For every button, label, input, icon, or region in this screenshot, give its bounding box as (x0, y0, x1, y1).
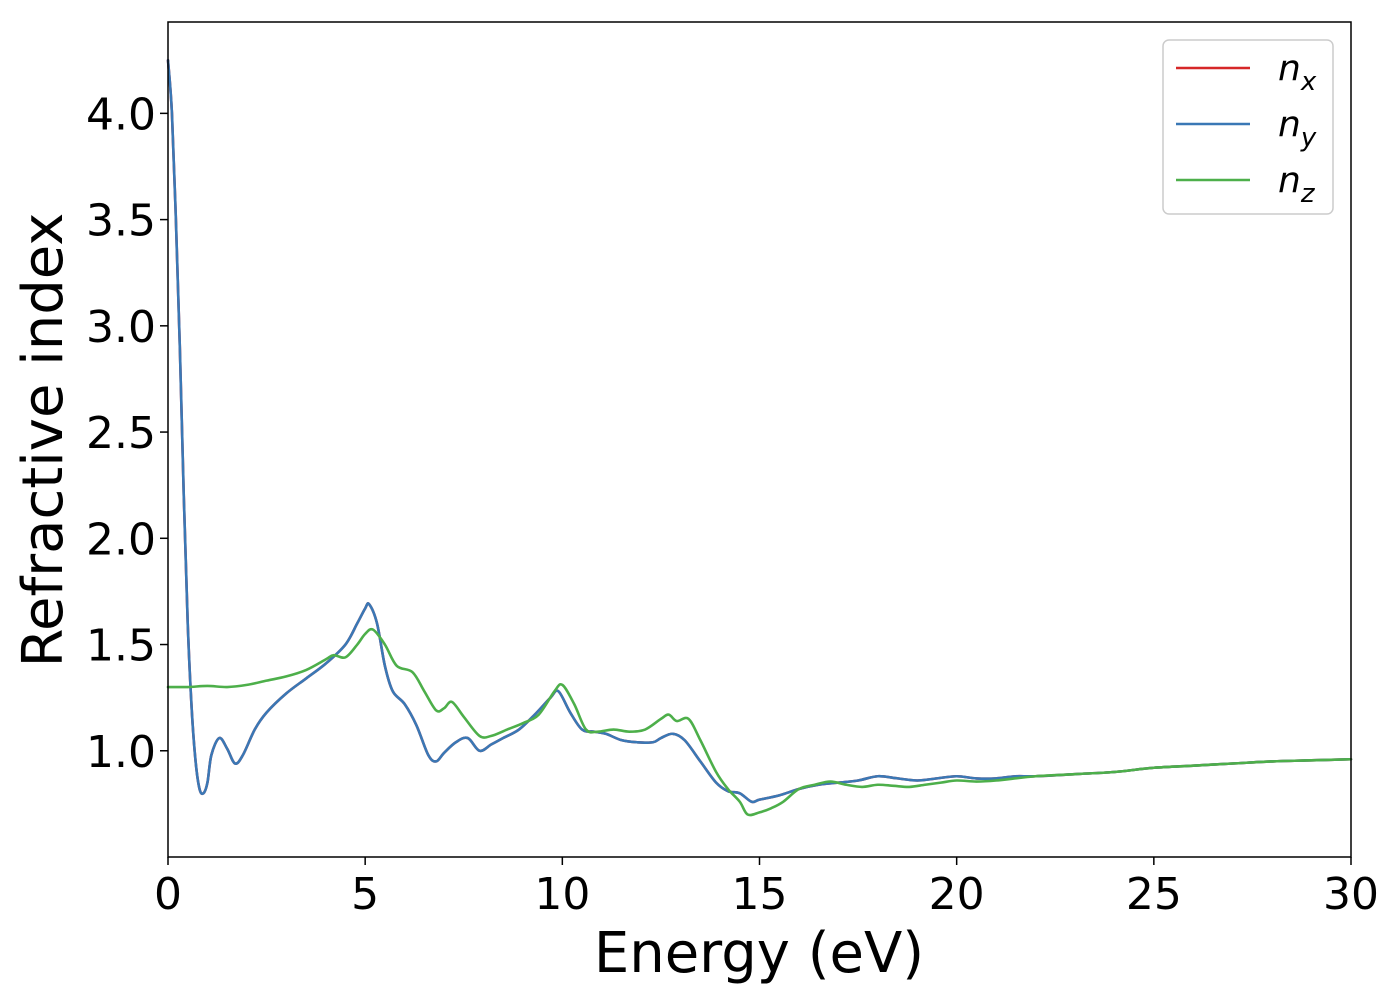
y-tick-label-3.0: 3.0 (86, 302, 156, 353)
series-layer (166, 58, 1353, 817)
y-axis-ticks: 1.0 1.5 2.0 2.5 3.0 3.5 4.0 (86, 89, 168, 778)
x-tick-label-20: 20 (929, 869, 985, 920)
x-axis-ticks: 0 5 10 15 20 25 30 (154, 857, 1379, 920)
legend-label-nz: nz (1278, 160, 1316, 209)
legend-label-ny: ny (1278, 104, 1317, 153)
x-axis-label: Energy (eV) (594, 921, 924, 986)
x-tick-label-5: 5 (351, 869, 379, 920)
y-tick-label-1.5: 1.5 (86, 621, 156, 672)
x-tick-label-10: 10 (534, 869, 590, 920)
y-tick-label-3.5: 3.5 (86, 196, 156, 247)
y-tick-label-1.0: 1.0 (86, 727, 156, 778)
legend-label-nx: nx (1278, 48, 1317, 97)
y-tick-label-2.0: 2.0 (86, 514, 156, 565)
series-line-nz (166, 627, 1353, 817)
legend: nx ny nz (1162, 39, 1334, 215)
y-tick-label-4.0: 4.0 (86, 89, 156, 140)
x-tick-label-0: 0 (154, 869, 182, 920)
legend-box (1162, 39, 1334, 215)
x-tick-label-25: 25 (1126, 869, 1182, 920)
y-axis-label: Refractive index (11, 213, 76, 668)
legend-entries: nx ny nz (1176, 48, 1317, 209)
x-tick-label-15: 15 (732, 869, 788, 920)
y-tick-label-2.5: 2.5 (86, 408, 156, 459)
x-tick-label-30: 30 (1323, 869, 1379, 920)
